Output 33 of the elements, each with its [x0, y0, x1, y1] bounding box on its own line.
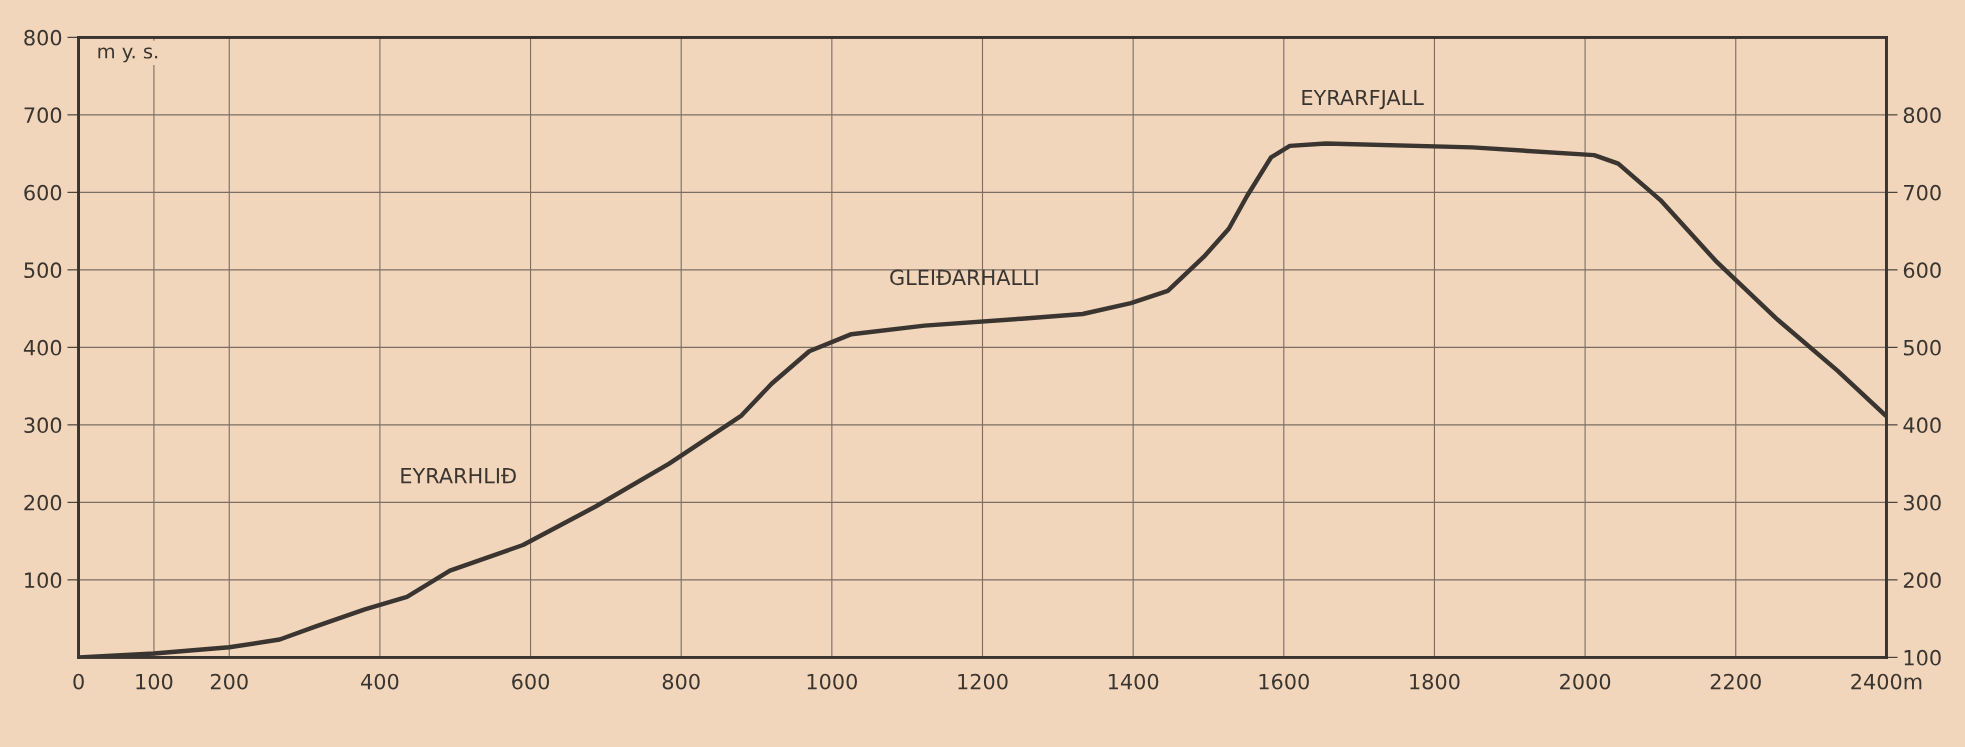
y-tick-label: 600: [24, 184, 62, 201]
annotation: EYRARFJALL: [1302, 89, 1424, 110]
y2-tick-label: 100: [1904, 649, 1941, 666]
x-tick-label: 200: [210, 673, 248, 690]
y-tick-label: 300: [24, 417, 62, 434]
y-tick-label: 700: [24, 107, 62, 124]
y-tick-label: 400: [23, 339, 62, 356]
x-tick-label: 1200: [958, 673, 1008, 690]
x-tick-label: 1000: [807, 673, 857, 690]
annotation: EYRARHLIÐ: [401, 468, 516, 484]
x-tick-label: 1600: [1259, 673, 1309, 690]
y2-tick-label: 300: [1903, 494, 1941, 511]
x-tick-label: 2400m: [1851, 673, 1922, 690]
y-axis-title: m y. s.: [98, 47, 158, 63]
y2-tick-label: 500: [1903, 339, 1941, 356]
x-tick-label: 2000: [1560, 673, 1611, 690]
y-tick-label: 800: [24, 29, 62, 46]
y2-tick-label: 200: [1903, 572, 1941, 589]
y2-tick-label: 700: [1904, 184, 1941, 201]
y-tick-label: 200: [24, 494, 62, 511]
y-tick-label: 100: [25, 572, 62, 589]
y2-tick-label: 400: [1903, 417, 1941, 434]
x-tick-label: 100: [136, 673, 173, 690]
x-tick-label: 1400: [1108, 673, 1159, 690]
x-tick-label: 600: [512, 673, 550, 690]
x-tick-label: 2200: [1710, 673, 1761, 690]
x-tick-label: 400: [361, 673, 399, 690]
x-tick-label: 0: [73, 673, 84, 690]
y-tick-label: 500: [24, 262, 62, 279]
y2-tick-label: 600: [1903, 262, 1941, 279]
y2-tick-label: 800: [1903, 107, 1941, 124]
x-tick-label: 1800: [1410, 673, 1460, 690]
x-tick-label: 800: [662, 673, 700, 690]
